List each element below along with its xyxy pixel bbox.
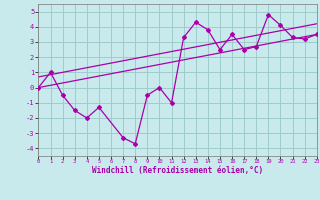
X-axis label: Windchill (Refroidissement éolien,°C): Windchill (Refroidissement éolien,°C) xyxy=(92,166,263,175)
